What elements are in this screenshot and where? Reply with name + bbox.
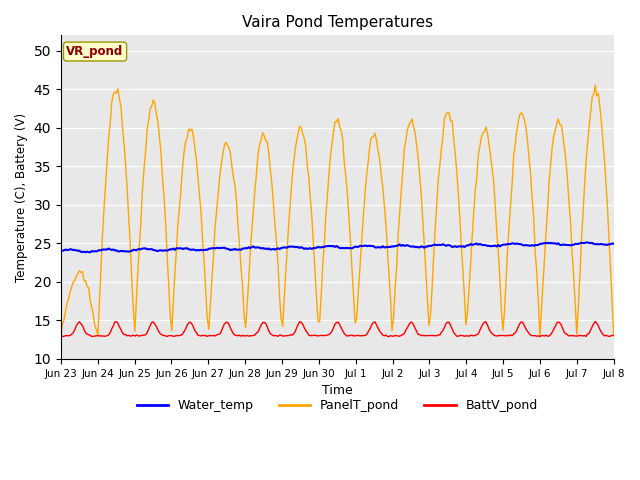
Y-axis label: Temperature (C), Battery (V): Temperature (C), Battery (V) xyxy=(15,113,28,282)
Legend: Water_temp, PanelT_pond, BattV_pond: Water_temp, PanelT_pond, BattV_pond xyxy=(132,395,543,418)
Title: Vaira Pond Temperatures: Vaira Pond Temperatures xyxy=(242,15,433,30)
X-axis label: Time: Time xyxy=(322,384,353,397)
Text: VR_pond: VR_pond xyxy=(67,45,124,58)
